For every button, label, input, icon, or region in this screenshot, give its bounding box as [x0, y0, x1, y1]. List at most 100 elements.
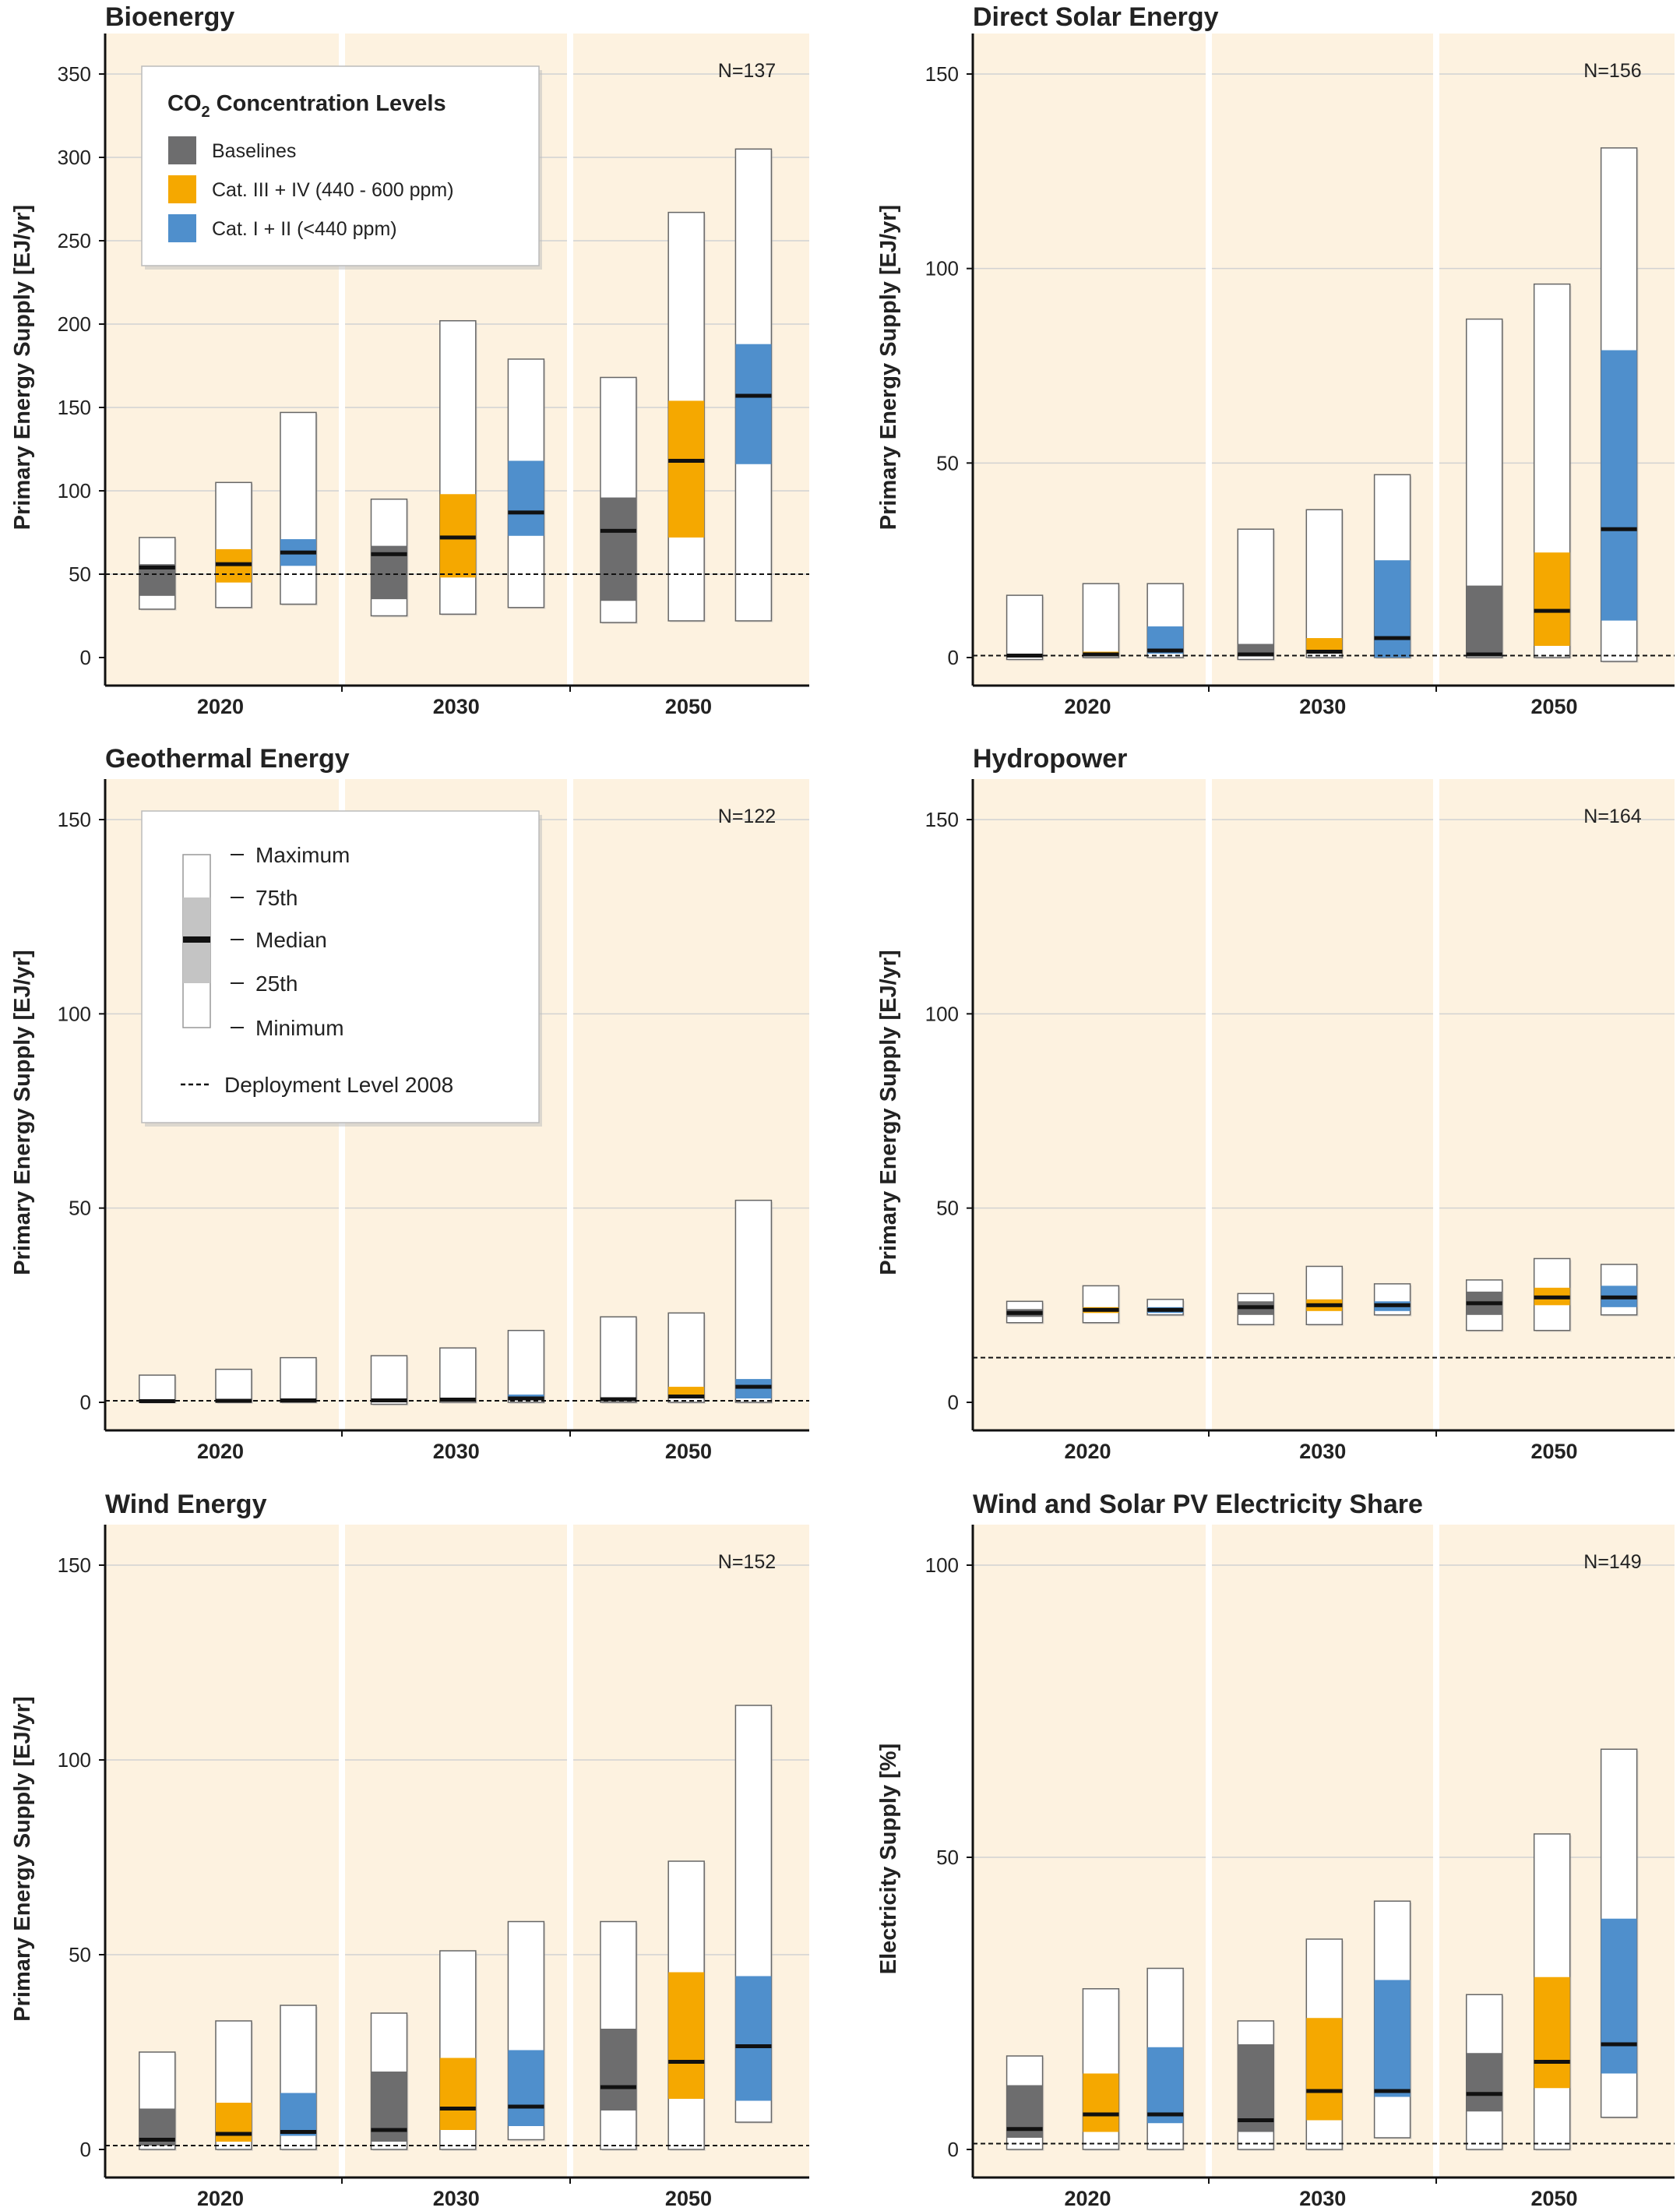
- key-label: Median: [255, 928, 327, 952]
- chart-panel-4: 0 50 100 150 2020 2030 2050 Hydropower Primary E…: [876, 744, 1675, 1463]
- box-median: [280, 1398, 316, 1403]
- box-median: [1374, 2089, 1411, 2093]
- box-cat-iii-iv-440-600-ppm--2030: [439, 1950, 477, 2151]
- box-range: [280, 1356, 317, 1403]
- legend-title: CO2 Concentration Levels: [167, 91, 446, 121]
- box-baselines-2050: [1465, 1279, 1504, 1332]
- box-cat-i-ii-440-ppm--2030: [1373, 474, 1412, 659]
- key-label: Minimum: [255, 1016, 344, 1040]
- box-range: [439, 1347, 477, 1403]
- box-cat-i-ii-440-ppm--2020: [1146, 583, 1185, 659]
- y-tick-label: 100: [58, 479, 91, 503]
- plot-background: [973, 779, 1675, 1430]
- box-median: [371, 552, 407, 556]
- box-median: [1374, 1303, 1411, 1307]
- y-tick-label: 50: [936, 1197, 959, 1220]
- chart-panel-5: 0 50 100 150 2020 2030 2050 Wind Energy Primary …: [10, 1490, 809, 2210]
- y-tick-label: 0: [80, 646, 91, 669]
- box-median: [1306, 650, 1343, 654]
- chart-panel-6: 0 50 100 2020 2030 2050 Wind and Solar PV Elec…: [876, 1490, 1675, 2210]
- box-iqr: [600, 2029, 636, 2110]
- box-cat-i-ii-440-ppm--2050: [734, 1705, 773, 2124]
- key-label: 25th: [255, 972, 298, 996]
- box-iqr: [1601, 350, 1637, 621]
- legend-item-label: Baselines: [212, 140, 296, 162]
- box-baselines-2030: [1237, 2020, 1276, 2151]
- y-tick-label: 150: [925, 808, 959, 831]
- box-range: [1082, 583, 1120, 658]
- box-range: [1082, 1285, 1120, 1324]
- box-median: [1601, 527, 1637, 531]
- group-divider: [339, 1525, 346, 2178]
- key-label: 75th: [255, 886, 298, 910]
- box-median: [1534, 1295, 1570, 1299]
- sample-size-label: N=156: [1583, 60, 1641, 82]
- box-iqr: [280, 2093, 316, 2136]
- key-box-median: [183, 936, 210, 943]
- x-tick-label: 2050: [1530, 1440, 1577, 1463]
- x-tick-label: 2050: [665, 695, 712, 718]
- box-median: [139, 2138, 175, 2142]
- legend-co2: CO2 Concentration Levels Baselines Cat. II…: [141, 65, 542, 270]
- box-range: [139, 1374, 176, 1403]
- box-cat-i-ii-440-ppm--2030: [507, 358, 546, 609]
- y-tick-label: 50: [69, 1197, 91, 1220]
- box-cat-i-ii-440-ppm--2030: [507, 1920, 546, 2142]
- box-iqr: [1534, 1977, 1570, 2089]
- box-baselines-2050: [1465, 318, 1504, 659]
- box-cat-i-ii-440-ppm--2050: [1600, 1748, 1639, 2119]
- box-cat-iii-iv-440-600-ppm--2050: [667, 1312, 706, 1404]
- box-median: [1601, 2042, 1637, 2047]
- box-median: [371, 2128, 407, 2132]
- y-tick-label: 150: [58, 808, 91, 831]
- x-tick-label: 2020: [197, 2187, 244, 2210]
- box-range: [215, 1368, 252, 1403]
- box-median: [1466, 652, 1502, 657]
- box-iqr: [1466, 585, 1502, 656]
- box-iqr: [508, 460, 544, 536]
- box-median: [215, 2132, 252, 2136]
- box-cat-iii-iv-440-600-ppm--2020: [1082, 1988, 1121, 2151]
- box-iqr: [1083, 2073, 1119, 2132]
- box-baselines-2020: [139, 2051, 177, 2151]
- x-tick-label: 2030: [1299, 2187, 1346, 2210]
- y-axis-label: Electricity Supply [%]: [876, 1744, 901, 1975]
- y-tick-label: 250: [58, 229, 91, 252]
- legend-item-label: Cat. III + IV (440 - 600 ppm): [212, 179, 454, 201]
- box-iqr: [735, 1976, 772, 2101]
- box-median: [1006, 2127, 1043, 2132]
- sample-size-label: N=152: [718, 1551, 776, 1573]
- sample-size-label: N=149: [1583, 1551, 1641, 1573]
- x-tick-label: 2030: [1299, 695, 1346, 718]
- box-baselines-2050: [600, 376, 638, 625]
- box-median: [1466, 2092, 1502, 2096]
- box-median: [1466, 1301, 1502, 1306]
- box-median: [439, 1398, 476, 1402]
- box-cat-iii-iv-440-600-ppm--2030: [1305, 509, 1344, 659]
- box-median: [508, 2104, 544, 2109]
- y-axis-label: Primary Energy Supply [EJ/yr]: [10, 205, 35, 530]
- box-baselines-2020: [1006, 1300, 1044, 1324]
- box-range: [1305, 1265, 1344, 1326]
- box-median: [139, 1399, 175, 1404]
- box-cat-iii-iv-440-600-ppm--2050: [1533, 283, 1572, 659]
- y-tick-label: 50: [69, 562, 91, 586]
- y-tick-label: 100: [925, 1553, 959, 1577]
- box-cat-iii-iv-440-600-ppm--2020: [1082, 583, 1121, 659]
- box-cat-i-ii-440-ppm--2030: [1373, 1283, 1412, 1317]
- box-median: [600, 1397, 636, 1402]
- box-cat-iii-iv-440-600-ppm--2030: [1305, 1938, 1344, 2151]
- box-range: [1305, 509, 1344, 658]
- box-median: [1083, 1307, 1119, 1312]
- box-baselines-2030: [370, 498, 409, 618]
- box-median: [508, 1396, 544, 1401]
- box-cat-i-ii-440-ppm--2030: [1373, 1900, 1412, 2139]
- box-range: [600, 1316, 637, 1403]
- box-median: [1147, 2112, 1184, 2117]
- box-baselines-2020: [139, 1374, 177, 1404]
- box-median: [215, 562, 252, 566]
- y-tick-label: 300: [58, 146, 91, 169]
- y-axis-label: Primary Energy Supply [EJ/yr]: [876, 950, 901, 1275]
- box-range: [370, 1355, 408, 1405]
